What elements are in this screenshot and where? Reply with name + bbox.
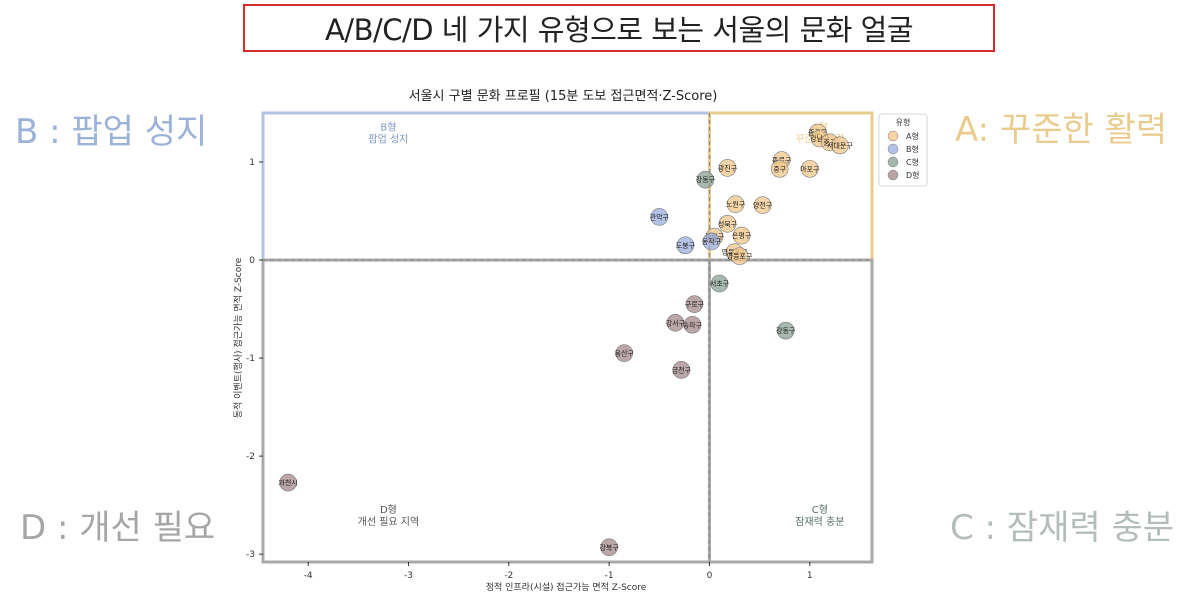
data-point	[726, 195, 745, 213]
quadrant-label-b: 팝업 성지	[368, 133, 408, 146]
y-tick-label: -1	[246, 354, 255, 364]
data-point	[753, 196, 772, 214]
reference-lines	[263, 113, 872, 562]
y-tick-label: 1	[249, 158, 255, 168]
data-point	[718, 214, 737, 233]
legend: 유형 A형 B형 C형 D형	[878, 113, 928, 187]
side-label-b: B : 팝업 성지	[15, 112, 208, 152]
page-title-banner: A/B/C/D 네 가지 유형으로 보는 서울의 문화 얼굴	[243, 4, 995, 52]
legend-marker-b	[887, 143, 899, 155]
data-point	[730, 247, 749, 265]
legend-title: 유형	[896, 118, 911, 127]
data-point	[279, 473, 297, 492]
data-point	[702, 232, 721, 251]
data-point	[615, 344, 633, 362]
data-point	[696, 170, 715, 189]
data-points: 종로구강남구중구서대문구광진구종로구중구마포구노원구양천구성북구중랑구은평구영등…	[278, 123, 853, 557]
point-label: 관악구	[650, 212, 670, 221]
page-title: A/B/C/D 네 가지 유형으로 보는 서울의 문화 얼굴	[324, 13, 914, 47]
point-label: 중구	[773, 165, 786, 173]
point-label: 용산구	[615, 349, 635, 358]
point-label: 강동구	[696, 175, 716, 184]
data-point	[800, 160, 819, 178]
quadrant-label-d: 개선 필요 지역	[358, 516, 420, 528]
data-point	[685, 295, 704, 313]
chart-title: 서울시 구별 문화 프로필 (15분 도보 접근면적·Z-Score)	[409, 89, 718, 104]
data-point	[831, 136, 849, 155]
point-label: 광진구	[718, 163, 738, 172]
side-label-c: C : 잠재력 충분	[950, 508, 1175, 548]
point-label: 중구	[823, 139, 836, 147]
x-axis-label: 정적 인프라(시설) 접근가능 면적 Z-Score	[486, 581, 647, 593]
point-label: 마포구	[800, 164, 820, 173]
point-label: 은평구	[732, 231, 752, 240]
legend-marker-c	[887, 156, 899, 168]
point-label: 영등포구	[727, 252, 753, 261]
point-label: 도봉구	[676, 242, 696, 250]
point-label: 양천구	[753, 201, 773, 210]
point-label: 금천구	[672, 365, 692, 374]
y-tick-label: -3	[246, 550, 255, 560]
point-label: 과천시	[278, 478, 297, 487]
data-point	[710, 274, 729, 293]
data-point	[676, 236, 695, 255]
data-point	[718, 159, 737, 177]
point-label: 강북구	[599, 543, 619, 552]
point-label: 서대문구	[827, 141, 853, 150]
point-label: 송파구	[683, 320, 703, 329]
quadrant-c-box	[707, 258, 874, 564]
axes: -4 -3 -2 -1 0 1 -3 -2 -1 0 1	[246, 158, 813, 581]
legend-marker-a	[887, 130, 899, 142]
quadrant-label-c: 잠재력 충분	[795, 516, 844, 528]
point-label: 구로구	[685, 301, 705, 309]
x-tick-label: -3	[404, 571, 413, 581]
data-point	[600, 538, 618, 557]
legend-label-b: B형	[906, 145, 919, 154]
x-tick-label: 0	[707, 571, 713, 581]
quadrant-b-box	[261, 111, 711, 262]
legend-marker-d	[887, 169, 899, 181]
legend-label-a: A형	[906, 132, 919, 141]
point-label: 강동구	[776, 326, 796, 335]
x-tick-label: -2	[504, 571, 513, 581]
legend-label-d: D형	[906, 171, 920, 180]
point-label: 서초구	[710, 279, 730, 288]
side-label-d: D : 개선 필요	[20, 508, 216, 548]
quadrant-label-d: D형	[380, 504, 397, 516]
data-point	[776, 321, 795, 340]
point-label: 강남구	[810, 134, 830, 143]
side-label-a: A: 꾸준한 활력	[955, 110, 1168, 150]
x-tick-label: 1	[807, 571, 813, 581]
data-point	[672, 361, 691, 379]
y-axis-label: 동적 이벤트(행사) 접근가능 면적 Z-Score	[232, 257, 244, 418]
data-point	[650, 208, 669, 226]
x-tick-label: -1	[605, 571, 614, 581]
y-tick-label: 0	[249, 256, 255, 266]
x-tick-label: -4	[304, 571, 313, 581]
quadrant-label-b: B형	[380, 122, 396, 134]
y-tick-label: -2	[246, 452, 255, 462]
legend-label-c: C형	[906, 158, 919, 167]
point-label: 강서구	[666, 318, 686, 327]
quadrant-d-box	[261, 258, 711, 564]
point-label: 성북구	[718, 219, 738, 228]
data-point	[732, 226, 751, 245]
point-label: 동작구	[702, 237, 722, 246]
point-label: 노원구	[726, 200, 746, 209]
quadrant-label-c: C형	[812, 504, 828, 516]
data-point	[770, 160, 789, 178]
data-point	[683, 315, 702, 334]
